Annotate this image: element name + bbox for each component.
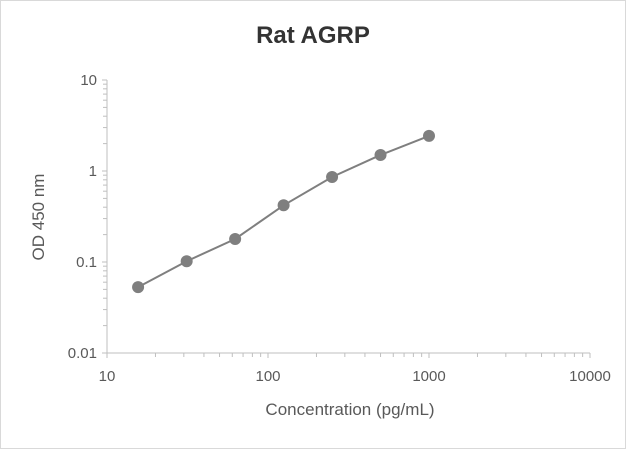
- x-tick-label: 1000: [412, 368, 445, 385]
- x-tick-label: 10000: [569, 368, 611, 385]
- x-axis-label: Concentration (pg/mL): [265, 400, 434, 419]
- data-point: [132, 281, 145, 294]
- y-tick-label: 0.01: [68, 345, 97, 362]
- x-tick-label: 100: [255, 368, 280, 385]
- data-point: [277, 199, 290, 212]
- y-tick-label: 1: [89, 163, 97, 180]
- data-point: [229, 232, 242, 245]
- data-point: [326, 170, 339, 183]
- x-tick-label: 10: [99, 368, 116, 385]
- data-point: [374, 148, 387, 161]
- data-point: [180, 255, 193, 268]
- y-tick-label: 0.1: [76, 254, 97, 271]
- data-point: [423, 129, 435, 142]
- y-axis-label: OD 450 nm: [29, 174, 48, 261]
- y-tick-label: 10: [80, 72, 97, 89]
- chart-title: Rat AGRP: [256, 22, 370, 49]
